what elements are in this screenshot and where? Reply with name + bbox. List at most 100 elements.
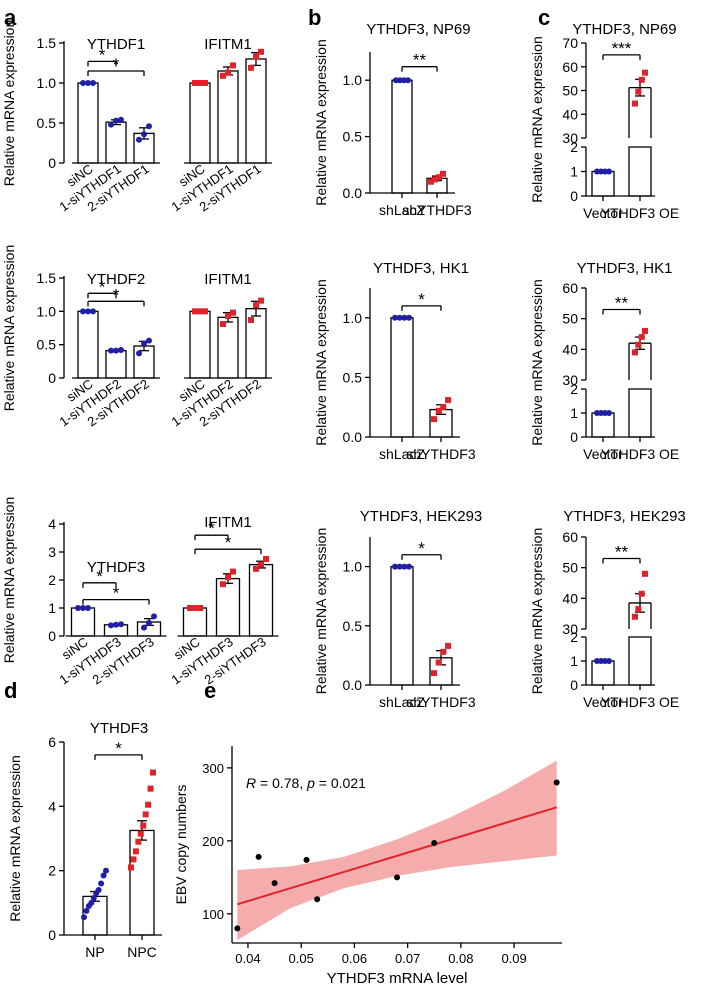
b2-bar [390, 317, 414, 438]
c2-title: YTHDF3, HK1 [577, 260, 673, 277]
a2-point [230, 309, 236, 316]
b2-x-tick-label: shLacZ [379, 446, 425, 462]
a3-point [263, 556, 269, 562]
b1-y-tick-label: 0.5 [343, 129, 363, 145]
a3-significance-label: * [208, 519, 215, 538]
a3-bar [182, 607, 208, 637]
b1-x-tick-label: shLacZ [379, 202, 425, 218]
a2-significance-label: * [99, 277, 106, 296]
b3-x-tick-label: shLacZ [379, 694, 425, 710]
c1-point [635, 88, 642, 95]
b3-point [435, 659, 442, 666]
e-annotation: R = 0.78, p = 0.021 [246, 775, 366, 791]
c3-x-tick-label: Vector [583, 694, 623, 710]
d-point [98, 880, 105, 887]
a3-point [118, 621, 124, 628]
b1-point [432, 176, 438, 183]
a1-point [136, 136, 142, 143]
b1-point [440, 170, 446, 177]
c3-y-tick-label: 2 [570, 629, 578, 645]
b1-point [436, 174, 442, 181]
c3-y-tick-label: 1 [570, 653, 578, 669]
d-x-tick-label: NP [85, 944, 104, 960]
c2-point [642, 327, 648, 334]
b3-y-tick-label: 0.0 [343, 677, 363, 693]
d-point [128, 864, 134, 871]
panel-letter-d: d [4, 678, 17, 703]
a3-group-title: IFITM1 [204, 514, 252, 531]
c3-y-tick-label: 30 [562, 621, 578, 637]
a2-bar [189, 310, 211, 379]
c1-y-axis-label: Relative mRNA expression [529, 36, 545, 203]
a1-group-title: YTHDF1 [87, 36, 145, 53]
b2-point [406, 314, 412, 321]
a3-point [197, 605, 203, 611]
d-point [130, 856, 137, 863]
panel-letter-c: c [538, 5, 550, 30]
b3-y-tick-label: 1.0 [343, 559, 363, 575]
d-significance-label: * [115, 739, 122, 758]
b2-y-tick-label: 0.0 [343, 429, 363, 445]
c2-y-tick-label: 2 [570, 381, 578, 397]
e-y-tick-label: 300 [202, 761, 224, 776]
a1-point [80, 80, 86, 86]
b3-title: YTHDF3, HEK293 [360, 508, 483, 525]
d-bar [129, 829, 155, 936]
c2-point [638, 334, 645, 341]
b1-significance-label: ** [413, 51, 427, 70]
a3-point [230, 568, 236, 575]
c2-point [635, 341, 642, 348]
e-x-tick-label: 0.04 [235, 951, 260, 966]
c3-point [632, 613, 638, 620]
c2-y-tick-label: 60 [562, 280, 578, 296]
c1-y-tick-label: 2 [570, 139, 578, 155]
d-point [150, 769, 156, 776]
d-y-tick-label: 0 [48, 927, 56, 943]
a2-point [192, 308, 198, 315]
a2-point [118, 347, 124, 353]
a1-point [220, 72, 226, 79]
c2-y-axis-label: Relative mRNA expression [529, 279, 545, 446]
panel-letter-a: a [4, 5, 17, 30]
c3-point [635, 606, 642, 613]
b3-point [396, 563, 403, 570]
b2-point [396, 314, 403, 321]
a2-point [258, 297, 264, 304]
panel-letter-e: e [204, 678, 216, 703]
a1-bar [105, 121, 127, 164]
a3-group-title: YTHDF3 [87, 559, 145, 576]
a1-point [230, 62, 236, 69]
d-y-tick-label: 2 [48, 863, 56, 879]
a3-significance-label: * [96, 567, 103, 586]
a3-point [258, 561, 264, 568]
b3-y-tick-label: 0.5 [343, 618, 363, 634]
b3-point [401, 563, 408, 570]
c1-y-tick-label: 60 [562, 59, 578, 75]
d-point [81, 914, 87, 921]
d-point [145, 801, 152, 808]
c3-y-axis-label: Relative mRNA expression [529, 528, 545, 695]
a3-point [220, 581, 226, 588]
c1-point [638, 76, 645, 83]
d-y-tick-label: 4 [48, 798, 56, 814]
c2-significance-label: ** [615, 293, 629, 312]
d-point [100, 872, 107, 879]
c1-y-tick-label: 70 [562, 35, 578, 51]
e-annotation-p-label: p [306, 775, 315, 791]
c3-y-tick-label: 0 [570, 677, 578, 693]
a3-point [225, 574, 231, 581]
e-y-axis-label: EBV copy numbers [173, 785, 189, 905]
e-x-tick-label: 0.08 [448, 951, 473, 966]
c3-y-tick-label: 40 [562, 590, 578, 606]
a2-y-tick-label: 0.5 [37, 337, 57, 353]
a3-point [75, 605, 81, 611]
e-annotation-p-text: = 0.021 [315, 775, 366, 791]
e-confidence-band [237, 760, 557, 941]
a1-bar [189, 82, 211, 164]
a3-y-tick-label: 0 [48, 628, 56, 644]
e-y-tick-label: 200 [202, 834, 224, 849]
d-title: YTHDF3 [90, 720, 148, 737]
a2-y-tick-label: 1.5 [37, 270, 57, 286]
a1-point [202, 80, 208, 86]
e-annotation-r-text: = 0.78, [256, 775, 307, 791]
